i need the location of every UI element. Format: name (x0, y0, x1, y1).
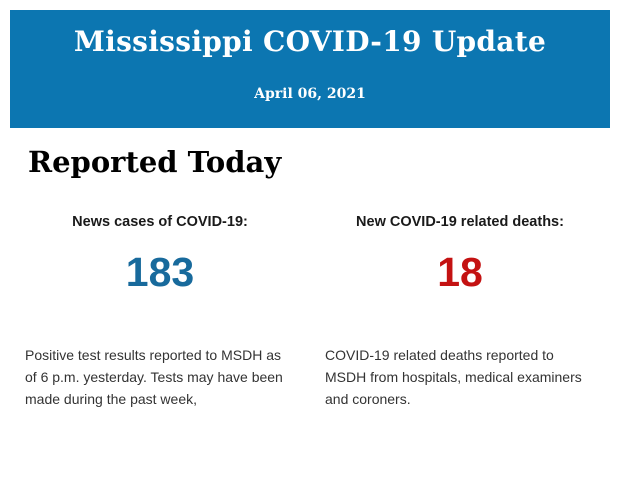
section-heading: Reported Today (28, 145, 282, 179)
new-deaths-description: COVID-19 related deaths reported to MSDH… (325, 347, 582, 407)
newsletter-date: April 06, 2021 (254, 86, 366, 102)
new-cases-value: 183 (125, 249, 195, 295)
new-deaths-label: New COVID-19 related deaths: (356, 214, 564, 230)
new-deaths-value: 18 (437, 249, 483, 295)
newsletter-header: Mississippi COVID-19 Update April 06, 20… (10, 10, 610, 128)
stats-grid: News cases of COVID-19: New COVID-19 rel… (10, 214, 610, 410)
report-section: Reported Today News cases of COVID-19: N… (10, 145, 610, 410)
newsletter-title: Mississippi COVID-19 Update (73, 25, 547, 58)
new-cases-label: News cases of COVID-19: (72, 214, 248, 230)
new-cases-description: Positive test results reported to MSDH a… (25, 347, 283, 407)
